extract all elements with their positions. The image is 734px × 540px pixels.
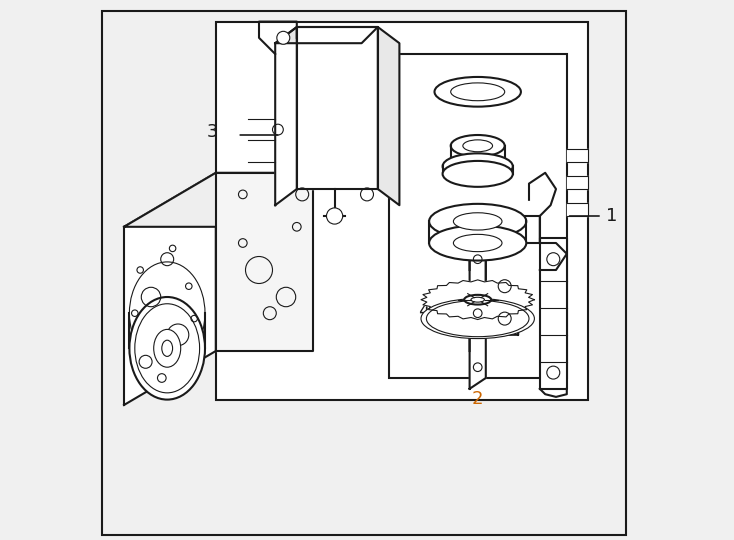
Ellipse shape [129, 297, 205, 400]
Ellipse shape [451, 135, 505, 157]
Ellipse shape [153, 329, 181, 367]
Ellipse shape [451, 154, 505, 176]
Polygon shape [275, 27, 378, 43]
Polygon shape [378, 27, 399, 205]
Text: 2: 2 [472, 390, 484, 408]
Bar [216, 22, 589, 400]
Ellipse shape [443, 161, 513, 187]
Polygon shape [124, 173, 216, 405]
Ellipse shape [435, 77, 521, 107]
Polygon shape [567, 176, 589, 189]
Ellipse shape [161, 340, 172, 356]
Polygon shape [421, 280, 534, 320]
Ellipse shape [464, 295, 491, 305]
Ellipse shape [421, 299, 534, 339]
Polygon shape [297, 27, 378, 189]
Polygon shape [470, 216, 539, 286]
Bar [388, 54, 567, 378]
Ellipse shape [471, 297, 484, 302]
Polygon shape [470, 232, 486, 389]
Ellipse shape [454, 234, 502, 252]
Text: 1: 1 [606, 207, 617, 225]
Circle shape [277, 31, 290, 44]
Polygon shape [567, 148, 589, 162]
Polygon shape [275, 27, 297, 205]
Polygon shape [567, 202, 589, 216]
Ellipse shape [429, 204, 526, 239]
Ellipse shape [443, 153, 513, 179]
Polygon shape [470, 302, 518, 351]
Ellipse shape [451, 83, 505, 100]
Text: 3: 3 [207, 123, 219, 141]
Ellipse shape [454, 213, 502, 230]
Polygon shape [124, 173, 313, 227]
Polygon shape [216, 173, 313, 351]
Ellipse shape [463, 140, 493, 152]
Polygon shape [539, 238, 567, 389]
Ellipse shape [129, 262, 205, 364]
Ellipse shape [429, 226, 526, 261]
Text: 4: 4 [418, 301, 429, 320]
Circle shape [327, 208, 343, 224]
